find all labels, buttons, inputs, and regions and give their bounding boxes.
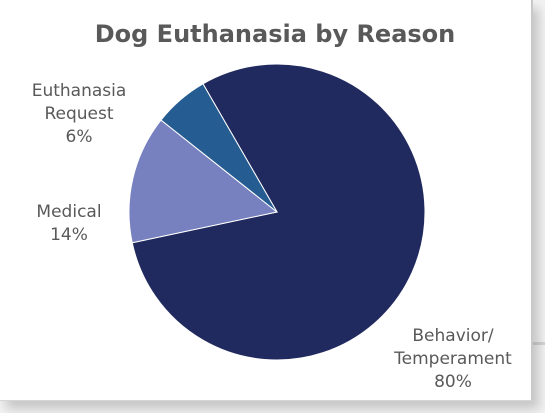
slice-request	[160, 83, 278, 213]
pie-chart	[128, 63, 426, 361]
data-label-request-line-2: Request	[44, 104, 114, 124]
data-label-request: Euthanasia Request 6%	[24, 80, 134, 149]
data-label-behavior-line-2: Temperament	[394, 349, 512, 369]
chart-card: Dog Euthanasia by Reason Behavior/ Tempe…	[0, 0, 533, 401]
data-label-medical-line-1: Medical	[36, 202, 102, 222]
data-label-medical-value: 14%	[50, 225, 88, 245]
data-label-behavior-value: 80%	[434, 372, 472, 392]
data-label-behavior-line-1: Behavior/	[412, 326, 494, 346]
slice-behavior	[131, 63, 426, 361]
slice-medical	[128, 119, 279, 244]
data-label-request-line-1: Euthanasia	[31, 81, 127, 101]
data-label-behavior: Behavior/ Temperament 80%	[378, 325, 528, 394]
data-label-medical: Medical 14%	[14, 201, 124, 247]
data-label-request-value: 6%	[65, 127, 93, 147]
chart-title: Dog Euthanasia by Reason	[94, 20, 456, 48]
